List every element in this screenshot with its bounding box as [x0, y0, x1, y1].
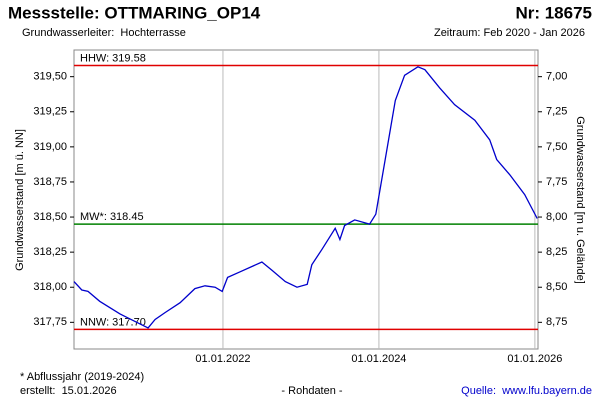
y2-tick-label: 7,25 [546, 106, 567, 118]
y2-tick-label: 7,00 [546, 71, 567, 83]
chart-title: Messstelle: OTTMARING_OP14 [8, 3, 261, 22]
x-tick-label: 01.01.2024 [351, 353, 406, 365]
y-tick-label: 318,00 [33, 281, 67, 293]
created: erstellt: 15.01.2026 [20, 385, 117, 397]
y2-tick-label: 8,00 [546, 211, 567, 223]
reference-label: HHW: 319.58 [80, 52, 146, 64]
footnote: * Abflussjahr (2019-2024) [20, 371, 144, 383]
y-tick-label: 318,75 [33, 176, 67, 188]
y-tick-label: 318,50 [33, 211, 67, 223]
y-tick-label: 318,25 [33, 246, 67, 258]
station-number: Nr: 18675 [515, 3, 592, 22]
y-tick-label: 319,00 [33, 141, 67, 153]
y2-tick-label: 8,50 [546, 281, 567, 293]
y2-tick-label: 8,75 [546, 316, 567, 328]
subtitle: Grundwasserleiter: Hochterrasse [22, 27, 186, 39]
y-tick-label: 317,75 [33, 316, 67, 328]
x-tick-label: 01.01.2022 [195, 353, 250, 365]
raw-data-note: - Rohdaten - [281, 385, 342, 397]
y-tick-label: 319,25 [33, 106, 67, 118]
y2-tick-label: 8,25 [546, 246, 567, 258]
y-tick-label: 319,50 [33, 71, 67, 83]
y2-axis-label: Grundwasserstand [m u. Gelände] [574, 116, 586, 284]
x-tick-label: 01.01.2026 [507, 353, 562, 365]
plot-frame [73, 49, 539, 350]
data-line [73, 66, 538, 329]
source[interactable]: Quelle: www.lfu.bayern.de [461, 385, 592, 397]
y2-tick-label: 7,75 [546, 176, 567, 188]
y-axis-label: Grundwasserstand [m ü. NN] [14, 129, 26, 271]
period: Zeitraum: Feb 2020 - Jan 2026 [434, 27, 585, 39]
y2-tick-label: 7,50 [546, 141, 567, 153]
reference-label: MW*: 318.45 [80, 211, 144, 223]
